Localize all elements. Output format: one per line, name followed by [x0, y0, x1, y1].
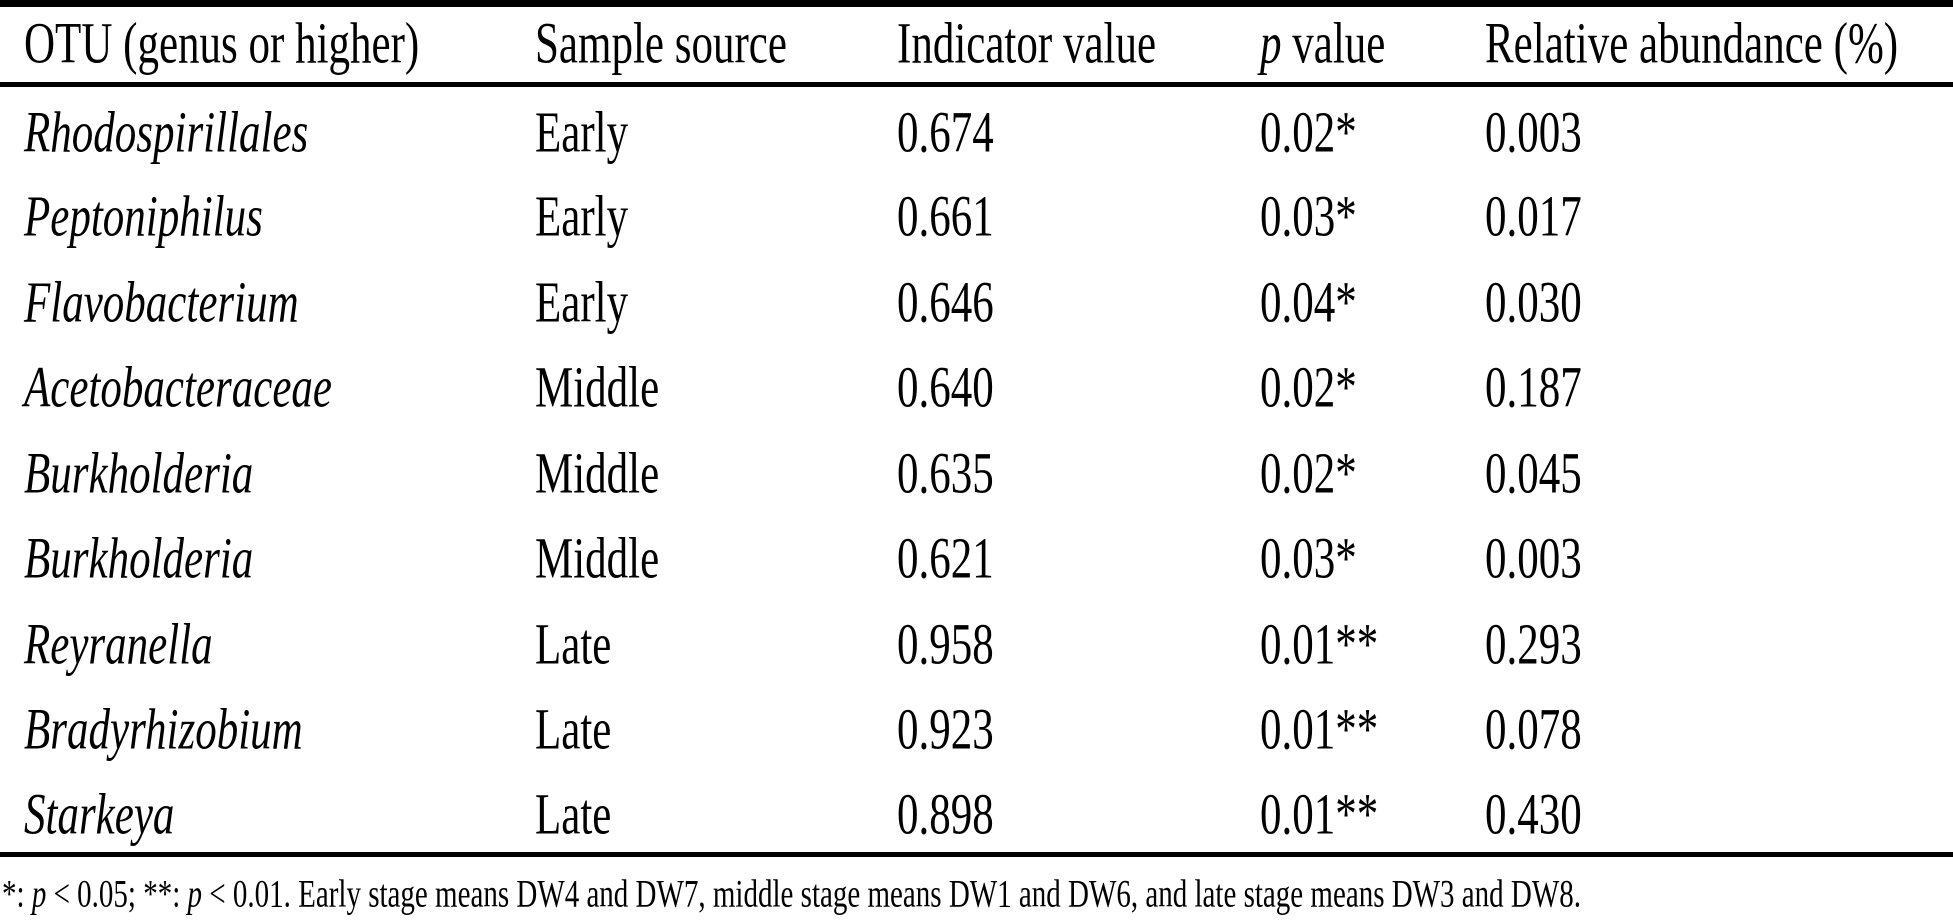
- cell-sample-source: Middle: [535, 356, 660, 421]
- column-header-p-value: p value: [1260, 12, 1386, 77]
- indicator-species-table: OTU (genus or higher) Sample source Indi…: [0, 0, 1953, 857]
- cell-p-value: 0.02*: [1260, 442, 1357, 506]
- table-body: Rhodospirillales Early 0.674 0.02* 0.003…: [0, 85, 1953, 855]
- cell-relative-abundance: 0.030: [1485, 271, 1582, 335]
- cell-relative-abundance: 0.293: [1485, 613, 1582, 677]
- cell-indicator-value: 0.621: [897, 527, 994, 592]
- cell-p-value: 0.01**: [1260, 613, 1379, 677]
- column-header-sample-source: Sample source: [535, 12, 787, 77]
- table-row: Reyranella Late 0.958 0.01** 0.293: [0, 598, 1953, 684]
- column-header-indicator-value: Indicator value: [897, 12, 1157, 77]
- cell-p-value: 0.02*: [1260, 356, 1357, 421]
- cell-p-value: 0.01**: [1260, 698, 1379, 763]
- cell-indicator-value: 0.646: [897, 271, 994, 335]
- table-header: OTU (genus or higher) Sample source Indi…: [0, 4, 1953, 85]
- cell-p-value: 0.01**: [1260, 783, 1379, 847]
- header-row: OTU (genus or higher) Sample source Indi…: [0, 4, 1953, 85]
- column-header-otu: OTU (genus or higher): [24, 12, 420, 77]
- cell-indicator-value: 0.958: [897, 613, 994, 677]
- cell-sample-source: Early: [535, 185, 629, 250]
- cell-relative-abundance: 0.003: [1485, 101, 1582, 166]
- cell-p-value: 0.04*: [1260, 271, 1357, 335]
- cell-otu: Rhodospirillales: [24, 101, 309, 166]
- table-row: Burkholderia Middle 0.635 0.02* 0.045: [0, 427, 1953, 513]
- cell-relative-abundance: 0.017: [1485, 185, 1582, 250]
- cell-indicator-value: 0.640: [897, 356, 994, 421]
- cell-relative-abundance: 0.187: [1485, 356, 1582, 421]
- cell-otu: Peptoniphilus: [24, 185, 263, 250]
- cell-relative-abundance: 0.078: [1485, 698, 1582, 763]
- cell-relative-abundance: 0.045: [1485, 442, 1582, 506]
- cell-p-value: 0.03*: [1260, 527, 1357, 592]
- cell-sample-source: Late: [535, 613, 612, 677]
- cell-sample-source: Late: [535, 698, 612, 763]
- table-footnote: *: p < 0.05; **: p < 0.01. Early stage m…: [2, 872, 1581, 917]
- table-row: Burkholderia Middle 0.621 0.03* 0.003: [0, 512, 1953, 598]
- table-row: Rhodospirillales Early 0.674 0.02* 0.003: [0, 85, 1953, 171]
- cell-indicator-value: 0.898: [897, 783, 994, 847]
- cell-otu: Bradyrhizobium: [24, 698, 303, 763]
- cell-indicator-value: 0.661: [897, 185, 994, 250]
- cell-p-value: 0.03*: [1260, 185, 1357, 250]
- cell-otu: Flavobacterium: [24, 271, 299, 335]
- column-header-relative-abundance: Relative abundance (%): [1485, 12, 1899, 77]
- cell-otu: Acetobacteraceae: [24, 356, 332, 421]
- cell-otu: Burkholderia: [24, 527, 254, 592]
- cell-indicator-value: 0.923: [897, 698, 994, 763]
- cell-sample-source: Middle: [535, 527, 660, 592]
- table-row: Starkeya Late 0.898 0.01** 0.430: [0, 769, 1953, 855]
- cell-indicator-value: 0.635: [897, 442, 994, 506]
- cell-indicator-value: 0.674: [897, 101, 994, 166]
- cell-relative-abundance: 0.003: [1485, 527, 1582, 592]
- cell-sample-source: Early: [535, 101, 629, 166]
- table-row: Acetobacteraceae Middle 0.640 0.02* 0.18…: [0, 341, 1953, 427]
- table-row: Bradyrhizobium Late 0.923 0.01** 0.078: [0, 683, 1953, 769]
- table-row: Flavobacterium Early 0.646 0.04* 0.030: [0, 256, 1953, 342]
- cell-otu: Reyranella: [24, 613, 213, 677]
- cell-relative-abundance: 0.430: [1485, 783, 1582, 847]
- cell-sample-source: Late: [535, 783, 612, 847]
- cell-otu: Starkeya: [24, 783, 175, 847]
- cell-sample-source: Middle: [535, 442, 660, 506]
- cell-p-value: 0.02*: [1260, 101, 1357, 166]
- cell-otu: Burkholderia: [24, 442, 254, 506]
- cell-sample-source: Early: [535, 271, 629, 335]
- table-row: Peptoniphilus Early 0.661 0.03* 0.017: [0, 170, 1953, 256]
